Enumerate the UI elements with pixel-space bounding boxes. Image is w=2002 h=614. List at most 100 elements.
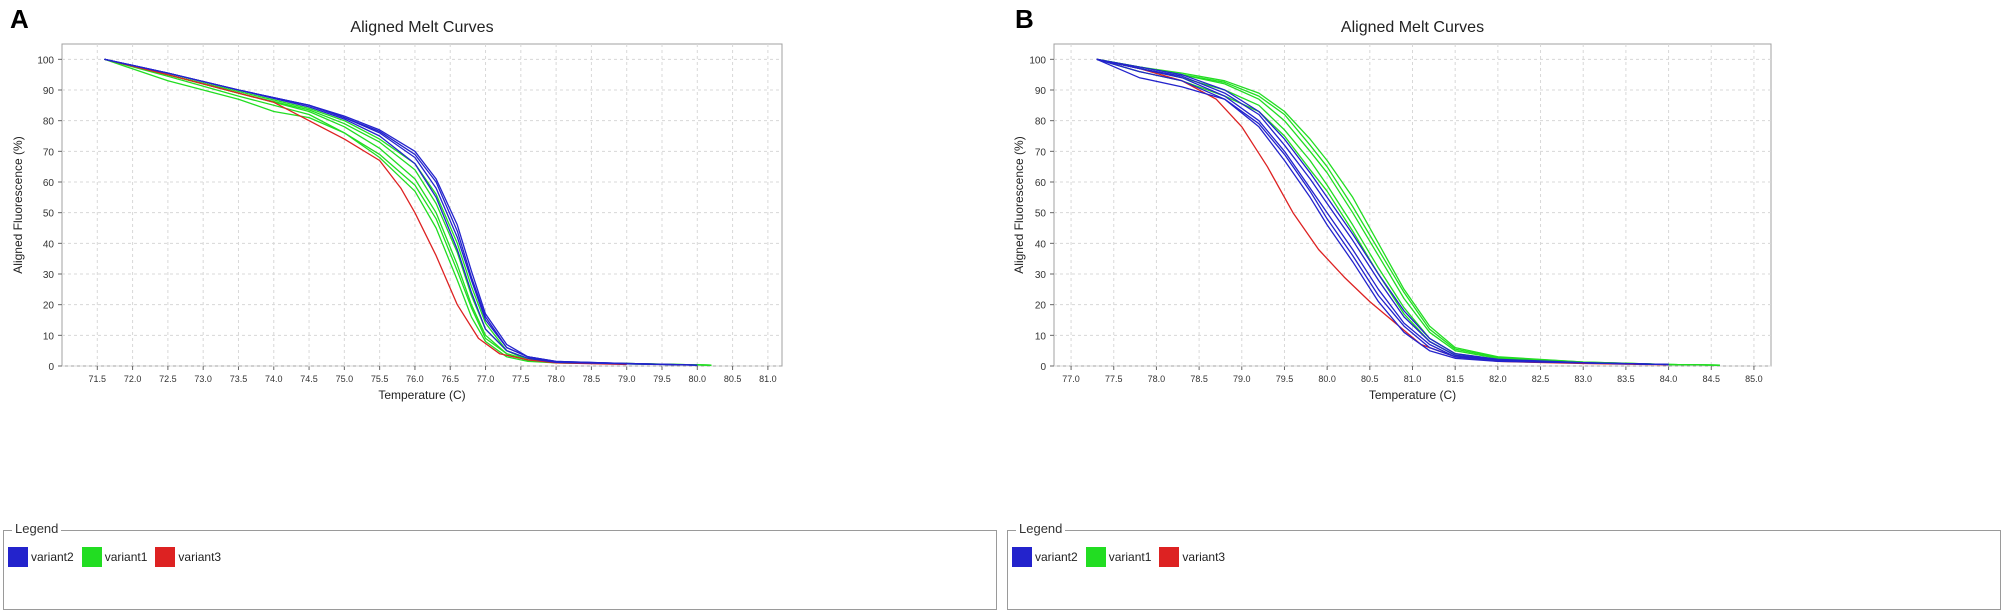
x-tick-label: 79.0 [618,374,636,384]
y-tick-label: 100 [1029,55,1046,66]
legend-swatch-icon [1159,547,1180,567]
y-tick-label: 70 [1035,147,1047,158]
legend-item-variant1: variant1 [81,547,148,567]
y-tick-label: 90 [43,86,55,97]
x-axis-label: Temperature (C) [1369,388,1456,402]
legend-label: variant1 [104,550,148,564]
legend-label: variant2 [31,550,74,564]
series-line-variant2 [1096,58,1669,366]
panel-letter: B [1015,4,1034,34]
y-tick-label: 20 [43,301,55,312]
x-tick-label: 78.0 [547,374,565,384]
legend-title: Legend [12,521,62,536]
x-tick-label: 74.0 [265,374,283,384]
panel-a: 71.5 72.0 72.5 73.0 73.5 74.0 74.5 75.0 75.5 76.0… [3,4,997,610]
y-tick-label: 50 [1035,209,1047,220]
x-tick-label: 85.0 [1745,374,1763,384]
panel-b: 77.0 77.5 78.0 78.5 79.0 79.5 80.0 80.5 81.0 81.5… [1001,0,2002,614]
chart-title: Aligned Melt Curves [1341,19,1484,36]
y-tick-label: 40 [1035,239,1047,250]
y-axis-label: Aligned Fluorescence (%) [11,136,25,273]
legend-item-variant2: variant2 [1012,547,1078,567]
legend-title: Legend [1016,521,1066,536]
x-tick-label: 76.0 [406,374,424,384]
legend-swatch-icon [155,547,176,567]
panel-letter: A [10,4,29,34]
x-tick-label: 75.0 [336,374,354,384]
x-tick-label: 81.5 [1446,374,1464,384]
x-tick-label: 81.0 [759,374,777,384]
x-tick-label: 84.0 [1660,374,1678,384]
x-tick-label: 74.5 [300,374,318,384]
y-tick-label: 30 [1035,270,1047,281]
x-tick-label: 79.5 [1276,374,1294,384]
series-line-variant2 [1096,58,1669,366]
y-tick-label: 0 [1040,362,1046,373]
y-tick-label: 100 [37,55,54,66]
x-tick-label: 73.0 [194,374,212,384]
x-tick-label: 84.5 [1702,374,1720,384]
x-tick-label: 80.5 [724,374,742,384]
y-tick-label: 30 [43,270,55,281]
legend-item-variant1: variant1 [1085,547,1152,567]
x-axis-label: Temperature (C) [378,388,465,402]
legend-label: variant3 [1182,550,1226,564]
x-tick-label: 72.0 [124,374,142,384]
series-line-variant2 [104,58,698,366]
y-tick-label: 20 [1035,301,1047,312]
x-tick-label: 80.0 [689,374,707,384]
plot-area [61,43,783,367]
x-tick-label: 75.5 [371,374,389,384]
x-tick-label: 78.5 [1190,374,1208,384]
x-tick-label: 80.0 [1318,374,1336,384]
legend-swatch-icon [81,547,102,567]
legend-item-variant2: variant2 [8,547,74,567]
legend-items: variant2 variant1 variant3 [1012,547,1225,567]
x-tick-label: 79.0 [1233,374,1251,384]
series-line-variant1 [1096,58,1720,366]
x-tick-label: 72.5 [159,374,177,384]
x-tick-label: 77.5 [1105,374,1123,384]
legend-box: Legend variant2 variant1 variant3 [3,521,997,610]
y-tick-label: 0 [48,362,54,373]
x-tick-label: 83.5 [1617,374,1635,384]
x-tick-label: 76.5 [441,374,459,384]
legend-label: variant2 [1035,550,1078,564]
legend-label: variant3 [178,550,222,564]
x-tick-label: 80.5 [1361,374,1379,384]
x-tick-label: 82.0 [1489,374,1507,384]
x-tick-label: 77.0 [477,374,495,384]
x-tick-label: 77.5 [512,374,530,384]
melt-chart-a: 71.5 72.0 72.5 73.0 73.5 74.0 74.5 75.0 75.5 76.0… [11,19,783,402]
y-axis-label: Aligned Fluorescence (%) [1012,136,1026,273]
y-tick-label: 10 [1035,331,1047,342]
chart-title: Aligned Melt Curves [350,19,493,36]
y-tick-label: 50 [43,209,55,220]
x-tick-label: 78.5 [583,374,601,384]
y-tick-label: 60 [43,178,55,189]
y-tick-label: 80 [1035,117,1047,128]
melt-chart-b: 77.0 77.5 78.0 78.5 79.0 79.5 80.0 80.5 81.0 81.5… [1012,19,1772,402]
legend-swatch-icon [1085,547,1106,567]
y-tick-label: 90 [1035,86,1047,97]
series-line-variant1 [1096,58,1720,366]
series-line-variant2 [104,58,698,366]
legend-item-variant3: variant3 [155,547,221,567]
x-tick-label: 73.5 [230,374,248,384]
y-tick-label: 80 [43,117,55,128]
x-tick-label: 71.5 [89,374,107,384]
x-tick-label: 79.5 [653,374,671,384]
legend-item-variant3: variant3 [1159,547,1225,567]
y-tick-label: 60 [1035,178,1047,189]
series-line-variant3 [104,58,627,366]
legend-label: variant1 [1108,550,1152,564]
legend-items: variant2 variant1 variant3 [8,547,221,567]
plot-area [1053,43,1772,367]
legend-box: Legend variant2 variant1 variant3 [1007,521,2001,610]
legend-swatch-icon [8,547,28,567]
x-tick-label: 77.0 [1062,374,1080,384]
x-tick-label: 82.5 [1532,374,1550,384]
legend-swatch-icon [1012,547,1032,567]
x-tick-label: 83.0 [1574,374,1592,384]
y-tick-label: 10 [43,331,55,342]
